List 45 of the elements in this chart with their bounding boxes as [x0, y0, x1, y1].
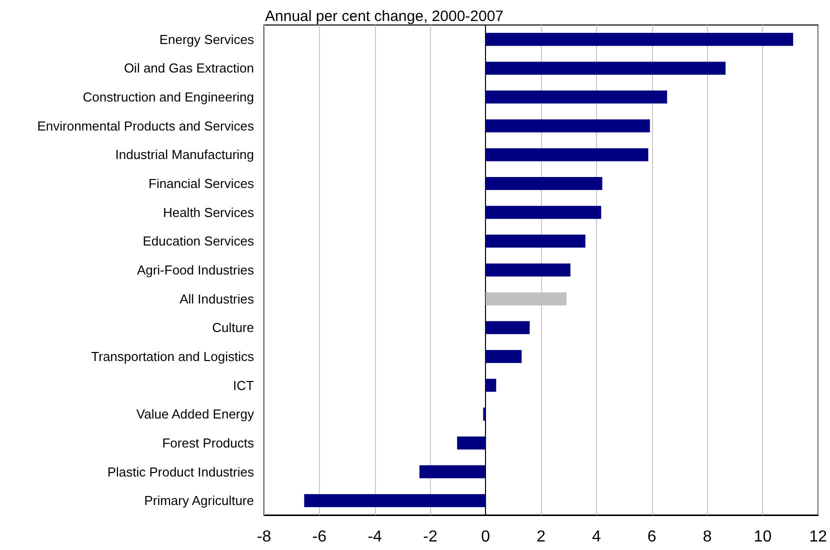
bar: [486, 264, 570, 276]
bar: [486, 206, 602, 219]
y-tick-label: Energy Services: [159, 32, 254, 47]
bar: [486, 234, 586, 248]
bar: [457, 436, 486, 450]
y-tick-label: Education Services: [142, 234, 254, 249]
y-tick-label: Environmental Products and Services: [37, 118, 254, 134]
bar: [419, 465, 486, 478]
bar: [486, 32, 794, 46]
bar: [486, 350, 522, 363]
x-tick-label: 4: [592, 528, 602, 546]
bar: [486, 119, 650, 132]
bar: [483, 408, 486, 421]
bar: [486, 62, 726, 75]
y-tick-label: ICT: [233, 378, 254, 393]
y-tick-label: Plastic Product Industries: [107, 464, 254, 480]
x-tick-label: 8: [702, 528, 712, 546]
x-tick-label: -8: [256, 528, 272, 546]
y-tick-label: Culture: [212, 320, 254, 336]
x-tick-label: 10: [754, 528, 772, 546]
x-tick-label: 2: [536, 528, 546, 546]
y-tick-label: Oil and Gas Extraction: [124, 60, 254, 76]
y-tick-label: Primary Agriculture: [144, 493, 254, 508]
x-tick-label: -4: [368, 528, 382, 546]
y-tick-label: All Industries: [180, 291, 254, 306]
x-tick-label: -6: [312, 528, 327, 546]
y-tick-label: Forest Products: [162, 435, 254, 450]
x-tick-label: 12: [809, 528, 828, 546]
x-tick-label: 0: [481, 528, 490, 546]
bar: [486, 177, 602, 190]
y-tick-label: Value Added Energy: [136, 406, 254, 422]
bar: [486, 90, 668, 104]
y-tick-label: Transportation and Logistics: [91, 348, 254, 364]
y-tick-label: Construction and Engineering: [82, 90, 254, 105]
y-tick-label: Health Services: [162, 204, 254, 220]
x-tick-label: -2: [423, 528, 438, 546]
y-tick-label: Agri-Food Industries: [136, 262, 254, 278]
y-tick-label: Financial Services: [148, 176, 254, 192]
x-tick-label: 6: [647, 528, 656, 546]
chart-title: Annual per cent change, 2000-2007: [265, 8, 504, 25]
y-tick-label: Industrial Manufacturing: [115, 147, 254, 162]
bar: [304, 494, 486, 508]
bar: [486, 321, 530, 334]
bar: [486, 148, 648, 162]
bar: [486, 378, 496, 392]
